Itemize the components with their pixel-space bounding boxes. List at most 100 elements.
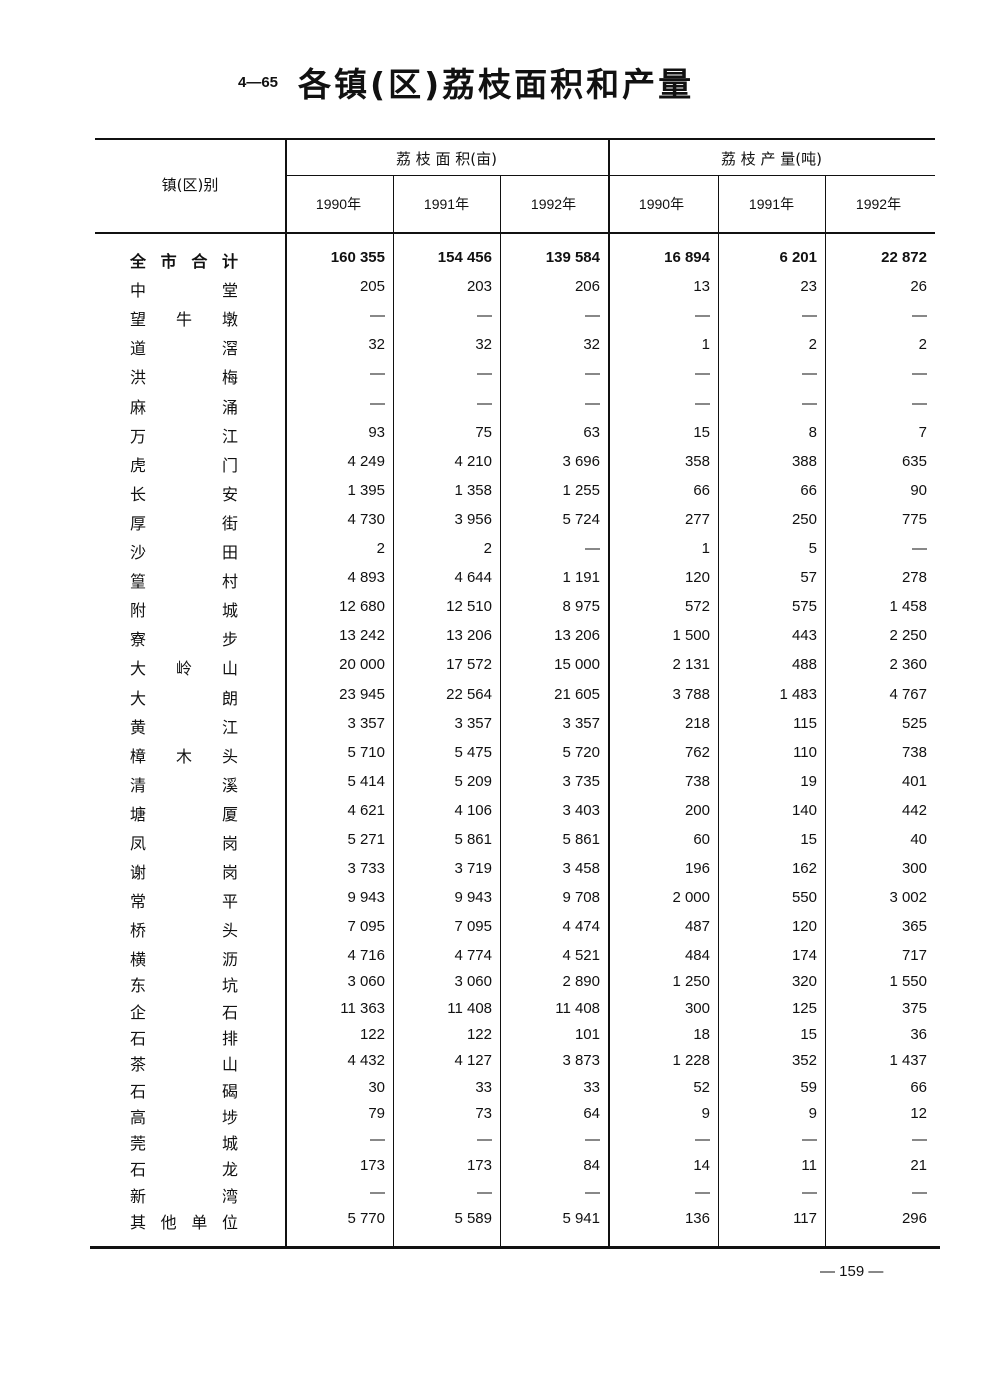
- table-cell: 33: [475, 1078, 492, 1096]
- row-name: 大岭山: [130, 659, 238, 679]
- table-cell: —: [370, 365, 385, 383]
- row-name: 高埗: [130, 1107, 238, 1127]
- table-cell: 8 975: [562, 598, 600, 616]
- row-name: 石碣: [130, 1081, 238, 1101]
- table-cell: —: [585, 1131, 600, 1149]
- table-cell: 762: [684, 743, 710, 761]
- table-cell: 9 943: [454, 889, 492, 907]
- table-cell: 250: [791, 510, 817, 528]
- table-cell: 21: [910, 1157, 927, 1175]
- table-cell: 18: [693, 1025, 710, 1043]
- table-cell: —: [477, 1183, 492, 1201]
- table-cell: —: [695, 307, 710, 325]
- table-cell: 3 696: [562, 452, 600, 470]
- row-name: 桥头: [130, 921, 238, 941]
- table-cell: 120: [791, 918, 817, 936]
- table-cell: 5 861: [454, 831, 492, 848]
- year-header: 1991年: [423, 196, 470, 212]
- table-cell: 4 730: [347, 510, 385, 528]
- table-cell: 4 716: [347, 947, 385, 965]
- table-cell: 33: [583, 1078, 600, 1096]
- table-cell: 60: [693, 831, 710, 848]
- row-name: 企石: [130, 1002, 238, 1022]
- row-name: 莞城: [130, 1134, 238, 1154]
- table-cell: 5 589: [454, 1210, 492, 1227]
- table-cell: 3 357: [562, 714, 600, 732]
- table-cell: 5 724: [562, 510, 600, 528]
- table-cell: 15 000: [554, 656, 600, 674]
- table-cell: 120: [684, 569, 710, 587]
- table-cell: 738: [901, 743, 927, 761]
- row-name: 大朗: [130, 688, 238, 708]
- table-cell: 136: [684, 1210, 710, 1227]
- table-cell: —: [477, 365, 492, 383]
- table-cell: 20 000: [339, 656, 385, 674]
- table-cell: —: [585, 394, 600, 412]
- page-number: — 159 —: [820, 1263, 884, 1280]
- table-cell: 75: [475, 423, 492, 441]
- table-cell: 1 358: [454, 481, 492, 499]
- table-cell: 125: [791, 999, 817, 1017]
- table-cell: 32: [475, 336, 492, 354]
- table-cell: 1 395: [347, 481, 385, 499]
- table-cell: 7: [918, 423, 927, 441]
- table-cell: 22 564: [446, 685, 492, 703]
- table-cell: 84: [583, 1157, 600, 1175]
- table-cell: 23 945: [339, 685, 385, 703]
- table-cell: 17 572: [446, 656, 492, 674]
- table-cell: 110: [793, 743, 817, 761]
- table-cell: —: [912, 307, 927, 325]
- table-cell: 5 770: [347, 1210, 385, 1227]
- table-cell: 5 861: [562, 831, 600, 848]
- table-cell: —: [802, 394, 817, 412]
- table-cell: 5 941: [562, 1210, 600, 1227]
- table-cell: 4 644: [454, 569, 492, 587]
- table-cell: 4 767: [889, 685, 927, 703]
- table-cell: 173: [466, 1157, 492, 1175]
- table-cell: 174: [791, 947, 817, 965]
- table-cell: —: [585, 1183, 600, 1201]
- table-cell: 300: [684, 999, 710, 1017]
- table-cell: 206: [574, 278, 600, 296]
- table-cell: 52: [693, 1078, 710, 1096]
- table-cell: 443: [791, 627, 817, 645]
- table-cell: 122: [359, 1025, 385, 1043]
- table-cell: —: [802, 307, 817, 325]
- table-cell: 16 894: [664, 249, 710, 266]
- row-name: 全市合计: [130, 252, 238, 271]
- table-cell: 2 250: [889, 627, 927, 645]
- table-cell: 73: [475, 1104, 492, 1122]
- table-cell: —: [912, 540, 927, 557]
- table-cell: 173: [359, 1157, 385, 1175]
- table-cell: 4 127: [454, 1052, 492, 1070]
- column-divider: [718, 175, 719, 1246]
- table-cell: 1: [701, 336, 710, 354]
- row-name: 横沥: [130, 950, 238, 970]
- row-name: 望牛墩: [130, 310, 238, 330]
- table-cell: —: [695, 1131, 710, 1149]
- table-cell: 1 228: [672, 1052, 710, 1070]
- table-cell: 122: [466, 1025, 492, 1043]
- table-cell: 26: [910, 278, 927, 296]
- table-cell: 13 206: [554, 627, 600, 645]
- table-cell: 442: [901, 801, 927, 819]
- table-cell: 1 437: [889, 1052, 927, 1070]
- row-name: 其他单位: [130, 1213, 238, 1232]
- table-cell: 3 733: [347, 860, 385, 878]
- table-cell: 5 475: [454, 743, 492, 761]
- table-cell: 550: [791, 889, 817, 907]
- table-cell: 487: [684, 918, 710, 936]
- table-cell: 3 873: [562, 1052, 600, 1070]
- row-name: 长安: [130, 484, 238, 504]
- year-header: 1992年: [855, 196, 902, 212]
- table-cell: 4 432: [347, 1052, 385, 1070]
- table-cell: 4 521: [562, 947, 600, 965]
- table-cell: 19: [800, 772, 817, 790]
- table-cell: 9 943: [347, 889, 385, 907]
- table-cell: 1 458: [889, 598, 927, 616]
- table-cell: 5 271: [347, 831, 385, 848]
- year-header: 1990年: [315, 196, 362, 212]
- row-label-header: 镇(区)别: [161, 176, 219, 194]
- table-cell: 3 357: [347, 714, 385, 732]
- table-cell: 3 735: [562, 772, 600, 790]
